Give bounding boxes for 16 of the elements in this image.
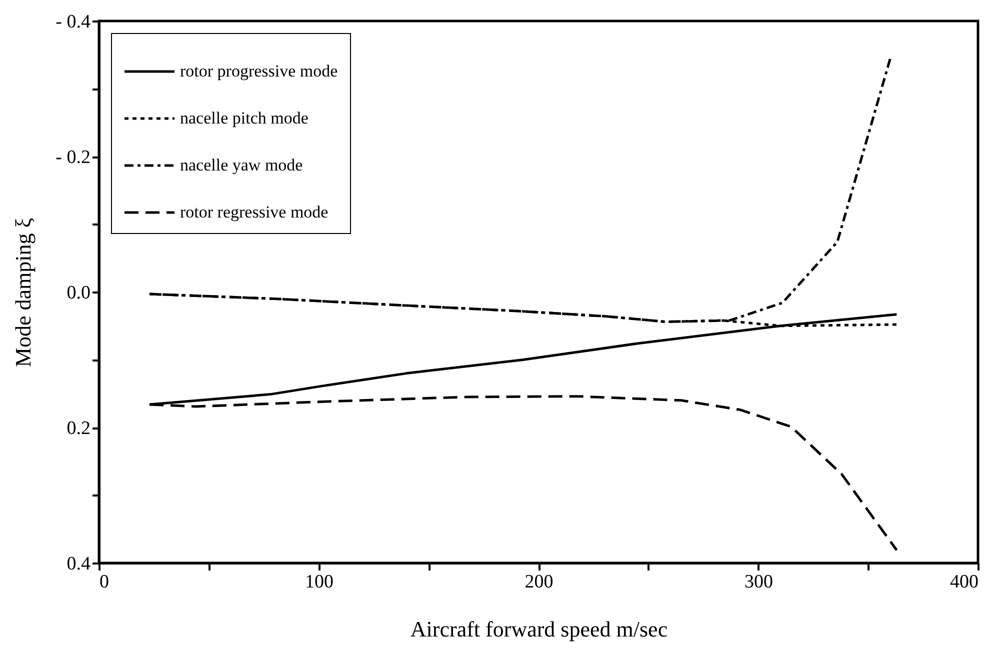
y-tick-label: - 0.4 xyxy=(56,12,91,32)
y-axis-title: Mode damping ξ xyxy=(10,218,36,368)
y-tick-label: 0.4 xyxy=(66,554,91,574)
y-tick-label: 0.2 xyxy=(66,418,90,439)
x-tick-label: 100 xyxy=(305,572,334,592)
y-tick-label: 0.0 xyxy=(66,282,90,304)
x-tick-label: 400 xyxy=(950,572,978,592)
legend-label: rotor progressive mode xyxy=(180,62,338,80)
legend-label: nacelle pitch mode xyxy=(180,108,308,128)
x-tick-label: 300 xyxy=(744,572,773,592)
legend-label: nacelle yaw mode xyxy=(180,156,303,174)
x-tick-label: 200 xyxy=(524,572,554,592)
x-axis-title: Aircraft forward speed m/sec xyxy=(410,616,668,642)
x-tick-label: 0 xyxy=(100,572,109,592)
legend-label: rotor regressive mode xyxy=(180,202,328,222)
y-tick-label: - 0.2 xyxy=(56,147,90,168)
